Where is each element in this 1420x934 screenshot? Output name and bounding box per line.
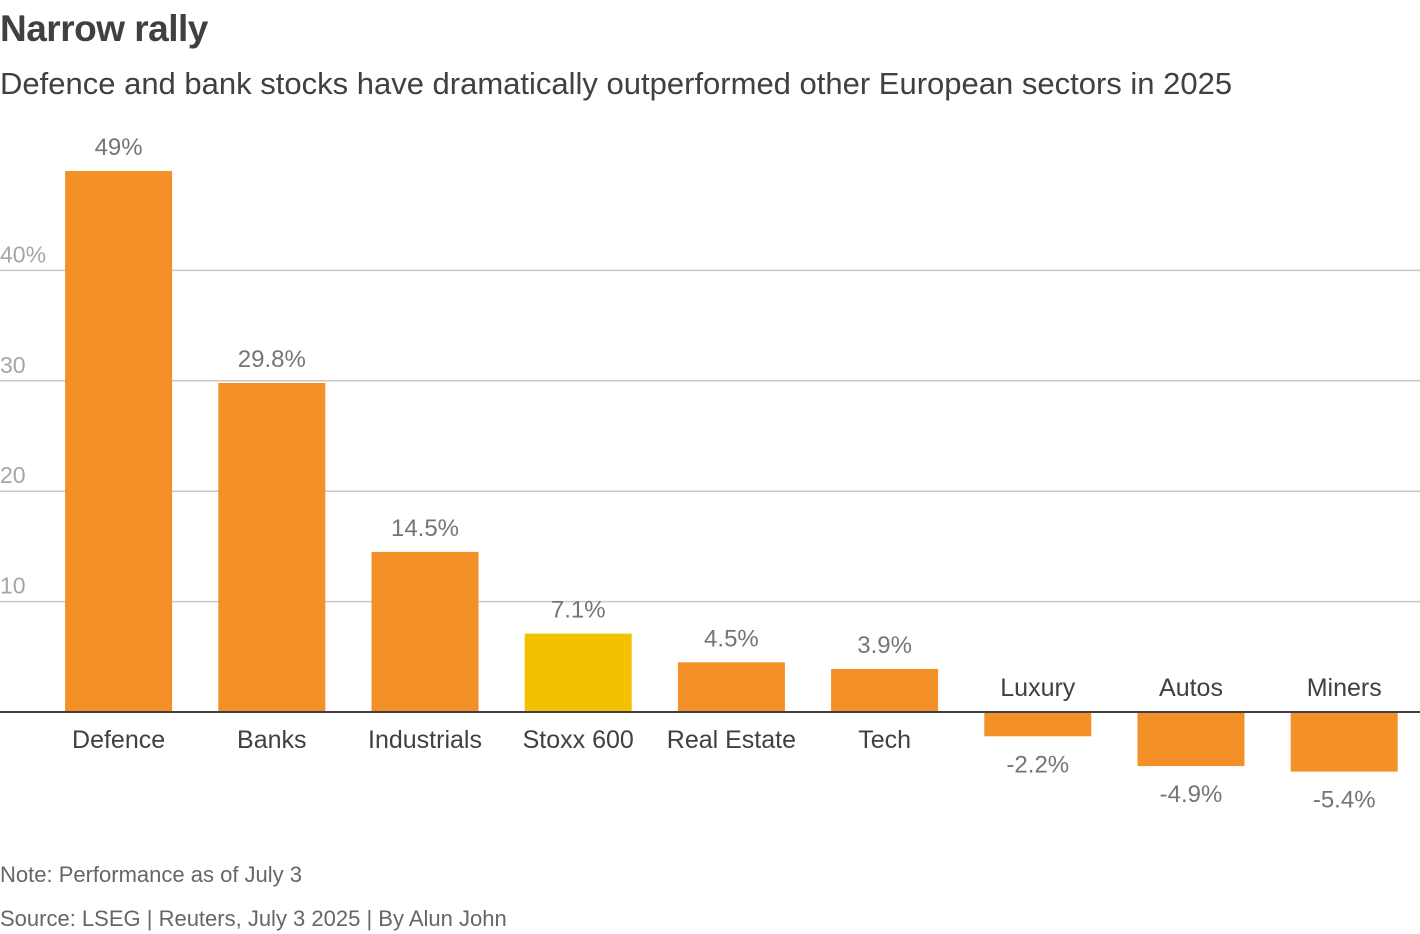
category-label: Industrials <box>368 726 482 754</box>
bar-tech <box>831 668 939 712</box>
category-label: Luxury <box>1000 674 1076 702</box>
bar-banks <box>218 383 326 712</box>
category-label: Defence <box>72 726 165 754</box>
value-label: 14.5% <box>391 515 459 542</box>
category-label: Stoxx 600 <box>523 726 634 754</box>
value-label: 29.8% <box>238 346 306 373</box>
category-label: Real Estate <box>667 726 796 754</box>
value-label: -4.9% <box>1160 781 1223 808</box>
y-tick-label: 10 <box>0 573 26 599</box>
chart-source: Source: LSEG | Reuters, July 3 2025 | By… <box>0 906 507 931</box>
bar-luxury <box>984 712 1092 737</box>
bar-stoxx-600 <box>524 633 632 712</box>
category-label: Miners <box>1307 674 1382 702</box>
value-label: 4.5% <box>704 625 759 652</box>
value-label: 3.9% <box>857 632 912 659</box>
bars <box>65 171 1398 772</box>
category-labels: Defence Banks Industrials Stoxx 600 Real Est… <box>72 674 1382 754</box>
value-label: -2.2% <box>1006 751 1069 778</box>
bar-defence <box>65 171 173 713</box>
value-label: -5.4% <box>1313 787 1376 814</box>
chart-subtitle: Defence and bank stocks have dramaticall… <box>0 66 1233 101</box>
gridlines <box>0 269 1420 603</box>
value-label: 7.1% <box>551 597 606 624</box>
value-label: 49% <box>95 134 143 161</box>
y-tick-label: 20 <box>0 462 26 488</box>
y-tick-label: 30 <box>0 352 26 378</box>
category-label: Banks <box>237 726 306 754</box>
y-tick-labels: 10 20 30 40% <box>0 241 46 598</box>
bar-real-estate <box>677 662 785 712</box>
bar-autos <box>1137 712 1245 767</box>
value-labels: 49% 29.8% 14.5% 7.1% 4.5% 3.9% -2.2% -4.9% -5.4% <box>95 134 1376 814</box>
chart-note: Note: Performance as of July 3 <box>0 862 303 887</box>
category-label: Tech <box>858 726 911 754</box>
bar-industrials <box>371 551 479 712</box>
bar-miners <box>1290 712 1398 772</box>
y-tick-label: 40% <box>0 241 46 267</box>
category-label: Autos <box>1159 674 1223 702</box>
chart-title: Narrow rally <box>0 8 208 49</box>
